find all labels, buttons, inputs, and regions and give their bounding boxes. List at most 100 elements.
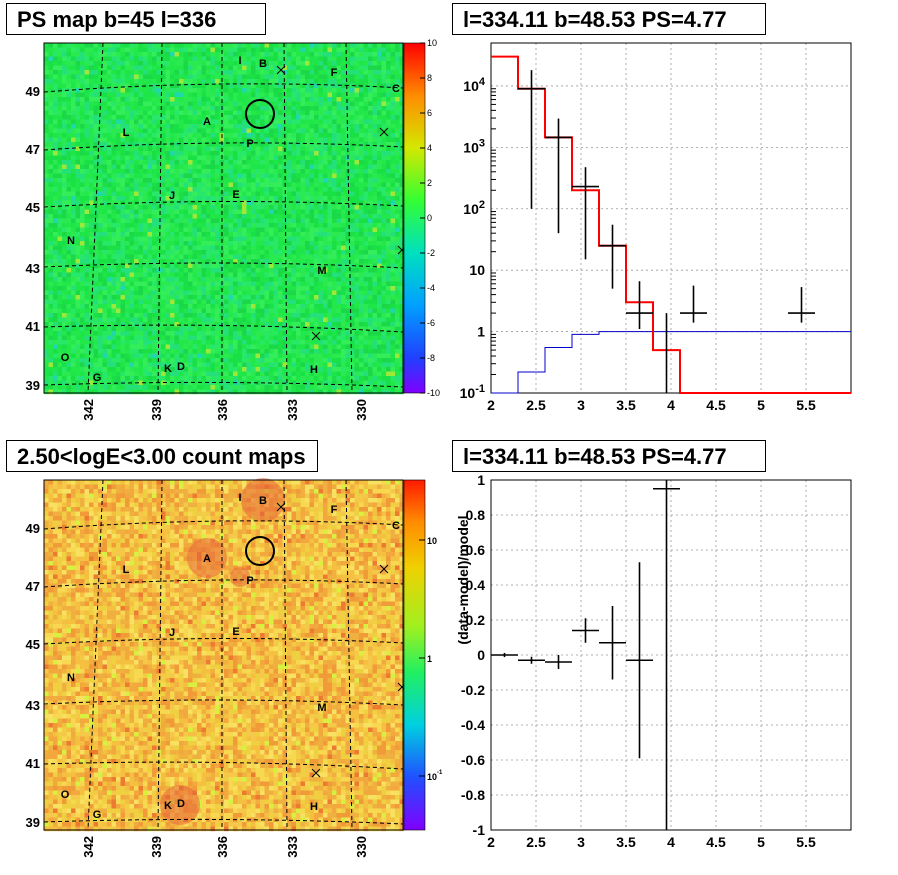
cross-marker-3 [311, 331, 321, 341]
source-label-M: M [317, 265, 326, 277]
spectrum-point-3 [599, 224, 626, 289]
hotspot-0 [241, 478, 285, 522]
spectrum-y-tick-1: 1 [477, 324, 485, 340]
hotspot-1 [187, 538, 227, 578]
x-tick-label-3: 333 [285, 399, 300, 421]
count-map: I B F C A L P J E N M O G K D H 49 47 45 43 41 39 342 339 336 333… [26, 478, 443, 858]
residuals-title: l=334.11 b=48.53 PS=4.77 [452, 440, 766, 472]
cross-marker-1 [379, 564, 389, 574]
map-frame [43, 42, 404, 394]
colorbar-label-8: -6 [427, 318, 435, 328]
source-label-I: I [238, 55, 241, 67]
residuals-y-tick-1: -0.8 [461, 787, 485, 803]
coordinate-grid [43, 479, 404, 831]
residuals-y-tick-8: 0.6 [466, 542, 486, 558]
x-tick-label-4: 330 [354, 836, 369, 858]
colorbar-label-6: -2 [427, 248, 435, 258]
spectrum-point-4 [626, 281, 653, 330]
spectrum-title: l=334.11 b=48.53 PS=4.77 [452, 3, 766, 35]
spectrum-point-6 [788, 287, 815, 323]
colorbar-label-9: -8 [427, 353, 435, 363]
residuals-plot: 2 2.5 3 3.5 4 4.5 5 5.5 -1 -0.8 -0.6 -0.4 -0.2 0 0.2 0.… [455, 472, 852, 850]
count-map-title: 2.50<logE<3.00 count maps [6, 440, 318, 472]
x-tick-label-1: 339 [149, 399, 164, 421]
colorbar-label-5: 0 [427, 213, 432, 223]
residual-point-0 [491, 652, 518, 658]
source-label-M: M [317, 702, 326, 714]
colorbar-label-7: -4 [427, 283, 435, 293]
spectrum-y-tick-0: 10-1 [460, 383, 485, 401]
colorbar-label-0: 10 [427, 38, 437, 48]
residuals-x-tick-2: 3 [577, 834, 585, 850]
residuals-y-tick-9: 0.8 [466, 507, 486, 523]
source-label-F: F [331, 67, 338, 79]
colorbar-label-2: 10-1 [427, 770, 443, 782]
colorbar-label-1: 8 [427, 73, 432, 83]
residuals-x-tick-6: 5 [757, 834, 765, 850]
x-tick-label-3: 333 [285, 836, 300, 858]
residual-point-4 [599, 606, 626, 680]
spectrum-x-tick-5: 4.5 [706, 397, 726, 413]
colorbar-label-3: 4 [427, 143, 432, 153]
source-label-D: D [177, 361, 185, 373]
spectrum-point-5 [680, 285, 707, 323]
heatmap-pixels [44, 480, 405, 832]
source-label-L: L [123, 127, 130, 139]
source-label-J: J [169, 627, 175, 639]
x-tick-label-2: 336 [215, 836, 230, 858]
grid-lon-4 [345, 479, 353, 831]
residual-point-2 [545, 655, 572, 669]
residual-point-6 [653, 480, 680, 830]
spectrum-point-0 [518, 70, 545, 209]
spectrum-x-tick-4: 4 [667, 397, 675, 413]
grid-lon-3 [283, 479, 288, 831]
grid-lat-4 [43, 324, 404, 333]
cross-marker-3 [311, 768, 321, 778]
grid-lat-2 [43, 200, 404, 208]
source-label-N: N [67, 235, 75, 247]
y-tick-label-4: 41 [26, 756, 40, 771]
residuals-ylabel: (data-model)/model [455, 515, 471, 644]
residuals-y-tick-0: -1 [473, 822, 486, 838]
cross-marker-0 [276, 65, 286, 75]
source-label-I: I [238, 492, 241, 504]
source-label-A: A [203, 553, 211, 565]
source-label-F: F [331, 504, 338, 516]
source-label-P: P [246, 575, 253, 587]
grid-lon-3 [283, 42, 288, 394]
y-tick-label-0: 49 [26, 521, 40, 536]
source-label-C: C [392, 520, 400, 532]
spectrum-y-tick-5: 104 [463, 76, 486, 94]
hotspot-3 [230, 567, 250, 587]
background-model-line [491, 331, 851, 394]
colorbar-label-4: 2 [427, 178, 432, 188]
source-label-J: J [169, 190, 175, 202]
source-label-A: A [203, 116, 211, 128]
cross-marker-0 [276, 502, 286, 512]
residual-point-5 [626, 562, 653, 759]
y-tick-label-0: 49 [26, 84, 40, 99]
grid-lon-0 [87, 479, 104, 831]
grid-lat-1 [43, 579, 404, 588]
residuals-x-tick-0: 2 [487, 834, 495, 850]
residuals-y-tick-7: 0.4 [466, 577, 486, 593]
coordinate-grid [43, 42, 404, 394]
hotspot-2 [160, 785, 200, 825]
grid-lon-1 [157, 479, 163, 831]
y-tick-label-2: 45 [26, 200, 40, 215]
source-label-K: K [164, 800, 172, 812]
y-tick-label-5: 39 [26, 815, 40, 830]
target-circle [245, 536, 275, 566]
source-label-H: H [310, 801, 318, 813]
ps-map-title: PS map b=45 l=336 [6, 3, 266, 35]
grid-lat-1 [43, 142, 404, 151]
grid-lat-3 [43, 699, 404, 706]
spectrum-x-tick-3: 3.5 [616, 397, 636, 413]
residuals-x-tick-4: 4 [667, 834, 675, 850]
source-label-N: N [67, 672, 75, 684]
grid-lat-5 [43, 381, 404, 388]
grid-lon-4 [345, 42, 353, 394]
colorbar-label-0: 10 [427, 536, 437, 546]
residuals-x-tick-7: 5.5 [796, 834, 816, 850]
